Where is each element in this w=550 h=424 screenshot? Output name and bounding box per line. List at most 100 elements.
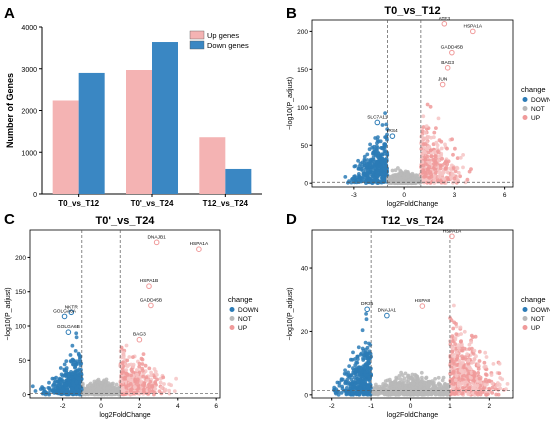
point [365, 367, 369, 372]
point [490, 381, 495, 386]
point [47, 392, 51, 397]
labeled-point [68, 309, 75, 316]
point [424, 126, 429, 131]
point [137, 364, 142, 369]
point [354, 392, 359, 396]
point [424, 375, 429, 380]
legend-label: Up genes [207, 31, 239, 40]
point [352, 371, 357, 376]
legend-marker [522, 325, 528, 330]
point [467, 169, 472, 174]
point [433, 154, 438, 159]
labeled-point [136, 336, 143, 343]
point [480, 390, 485, 395]
point [131, 364, 136, 369]
point [381, 175, 385, 180]
point [129, 373, 134, 378]
point [153, 387, 158, 391]
plot-frame [311, 19, 514, 188]
point [472, 348, 477, 353]
point [422, 149, 426, 154]
point [440, 392, 444, 396]
point [102, 386, 106, 391]
point [384, 163, 388, 168]
point [446, 386, 450, 390]
point [451, 346, 455, 351]
point [450, 385, 455, 390]
point [351, 350, 355, 355]
point [120, 392, 125, 397]
point [446, 177, 450, 182]
point [346, 180, 350, 185]
point [357, 387, 361, 392]
x-tick-label: -3 [351, 192, 357, 199]
point [456, 170, 461, 175]
point [433, 149, 437, 154]
point [365, 352, 369, 356]
legend-title: change [521, 295, 546, 304]
y-tick-label: 0 [304, 181, 308, 188]
point [362, 154, 367, 159]
point [422, 170, 427, 175]
x-tick-label: 6 [214, 403, 218, 410]
point [140, 368, 145, 373]
point [398, 176, 403, 181]
labeled-point [153, 239, 160, 246]
point [364, 312, 368, 316]
point [398, 377, 403, 381]
point [385, 392, 389, 397]
point [390, 168, 395, 173]
point [371, 173, 375, 178]
point [365, 385, 370, 390]
point [435, 178, 440, 183]
point [79, 367, 83, 372]
point [454, 374, 459, 378]
x-axis-label: log2FoldChange [387, 412, 438, 419]
point [425, 384, 429, 389]
point [439, 146, 444, 151]
bar-0 [126, 70, 152, 194]
point [375, 170, 380, 175]
point [424, 124, 429, 128]
point [378, 171, 383, 176]
point [69, 372, 73, 376]
point [489, 373, 494, 377]
point [482, 385, 487, 390]
point [498, 386, 503, 391]
point [128, 382, 133, 386]
point [459, 343, 464, 347]
bar-chart-panel: 0 1000 2000 3000 4000 Number of Genes T0_vs_T1… [5, 25, 262, 208]
point [368, 383, 373, 387]
volcano-panel-t0-t12: T0_vs_T12 -3 0 3 6 0 50 100 150 200 log2FoldChange… [287, 5, 550, 208]
point [150, 385, 155, 389]
point [369, 366, 373, 371]
point [62, 367, 67, 372]
point [497, 361, 502, 366]
y-axis-label: −log10(P_adjust) [287, 77, 294, 130]
point [420, 160, 425, 165]
point [429, 151, 434, 156]
point [392, 389, 397, 394]
point [365, 152, 370, 157]
labeled-point [384, 312, 390, 319]
point [364, 181, 368, 186]
point [57, 385, 62, 390]
point [366, 168, 371, 173]
point [459, 348, 464, 353]
legend-title: change [521, 85, 546, 94]
point [40, 385, 44, 389]
labeled-point [389, 133, 396, 139]
point [149, 370, 154, 375]
x-tick-label: T0'_vs_T24 [131, 199, 174, 208]
point [439, 139, 444, 144]
point [363, 340, 368, 345]
point [403, 169, 408, 174]
point [370, 157, 375, 162]
point [483, 382, 488, 387]
point [62, 362, 67, 367]
point [414, 173, 419, 178]
point [142, 387, 146, 392]
y-tick-label: 1000 [21, 150, 37, 157]
point [384, 156, 389, 161]
point [432, 178, 437, 182]
